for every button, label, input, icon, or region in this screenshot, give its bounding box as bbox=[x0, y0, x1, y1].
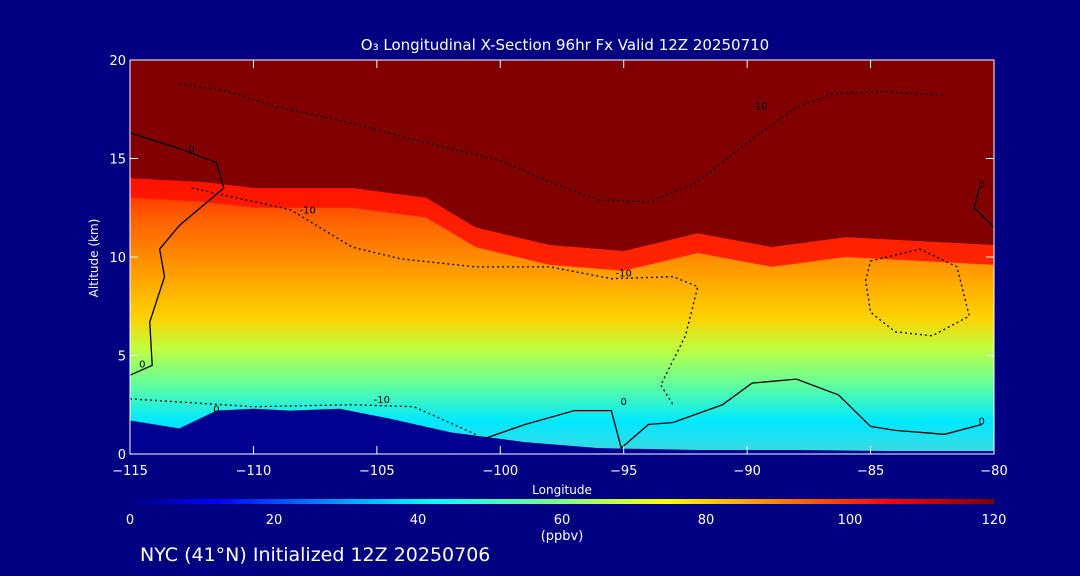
contour-zero-west bbox=[130, 132, 225, 376]
contour-zero-east bbox=[973, 187, 994, 228]
contour-zero-lower bbox=[485, 378, 982, 450]
contour-label: 0 bbox=[189, 145, 195, 156]
y-tick-label: 20 bbox=[109, 54, 126, 69]
x-tick-label: −105 bbox=[359, 464, 395, 479]
colorbar-tick-label: 20 bbox=[266, 513, 283, 528]
footer-caption: NYC (41°N) Initialized 12Z 20250706 bbox=[140, 544, 490, 566]
colorbar bbox=[130, 499, 994, 504]
x-tick-label: −100 bbox=[482, 464, 518, 479]
colorbar-tick-label: 0 bbox=[126, 513, 134, 528]
contour-minus10-low bbox=[130, 398, 476, 435]
y-tick-label: 0 bbox=[118, 448, 126, 463]
contour-label: 0 bbox=[978, 180, 984, 191]
contour-label: -10 bbox=[374, 395, 390, 406]
y-axis-label: Altitude (km) bbox=[87, 219, 101, 298]
contour-lines bbox=[130, 82, 994, 450]
y-tick-label: 5 bbox=[118, 350, 126, 365]
contour-minus10-upper bbox=[179, 82, 945, 203]
x-tick-label: −90 bbox=[733, 464, 760, 479]
colorbar-tick-label: 120 bbox=[982, 513, 1007, 528]
x-tick-label: −95 bbox=[610, 464, 637, 479]
contour-label: 0 bbox=[213, 405, 219, 416]
contour-label: -10 bbox=[300, 206, 316, 217]
contour-label: -10 bbox=[616, 269, 632, 280]
plot-area: -10 -10 -10 -10 0 0 0 0 0 0 bbox=[130, 60, 994, 454]
colorbar-tick-label: 40 bbox=[410, 513, 427, 528]
terrain bbox=[130, 408, 994, 454]
y-tick-label: 10 bbox=[109, 251, 126, 266]
contour-labels: -10 -10 -10 -10 0 0 0 0 0 0 bbox=[139, 101, 985, 427]
colorbar-tick-label: 80 bbox=[698, 513, 715, 528]
contour-minus10-mid bbox=[191, 187, 699, 406]
colorbar-tick-label: 60 bbox=[554, 513, 571, 528]
ozone-field bbox=[130, 178, 994, 454]
terrain-surface bbox=[130, 408, 994, 454]
colorbar-tick-label: 100 bbox=[838, 513, 863, 528]
y-tick-label: 15 bbox=[109, 153, 126, 168]
colorbar-ticks: 0 20 40 60 80 100 120 bbox=[126, 513, 1007, 528]
x-tick-label: −110 bbox=[236, 464, 272, 479]
x-tick-label: −85 bbox=[857, 464, 884, 479]
x-axis-label: Longitude bbox=[532, 483, 592, 497]
contour-label: -10 bbox=[751, 101, 767, 112]
colorbar-unit: (ppbv) bbox=[541, 529, 584, 544]
contour-label: 0 bbox=[139, 359, 145, 370]
chart-title: O₃ Longitudinal X-Section 96hr Fx Valid … bbox=[361, 36, 769, 54]
tropopause-transition-band bbox=[130, 178, 994, 271]
x-tick-label: −115 bbox=[112, 464, 148, 479]
contour-label: 0 bbox=[978, 416, 984, 427]
x-axis: −115 −110 −105 −100 −95 −90 −85 −80 bbox=[112, 60, 1008, 479]
contour-label: 0 bbox=[621, 397, 627, 408]
y-axis: 0 5 10 15 20 bbox=[109, 54, 994, 463]
x-tick-label: −80 bbox=[980, 464, 1007, 479]
